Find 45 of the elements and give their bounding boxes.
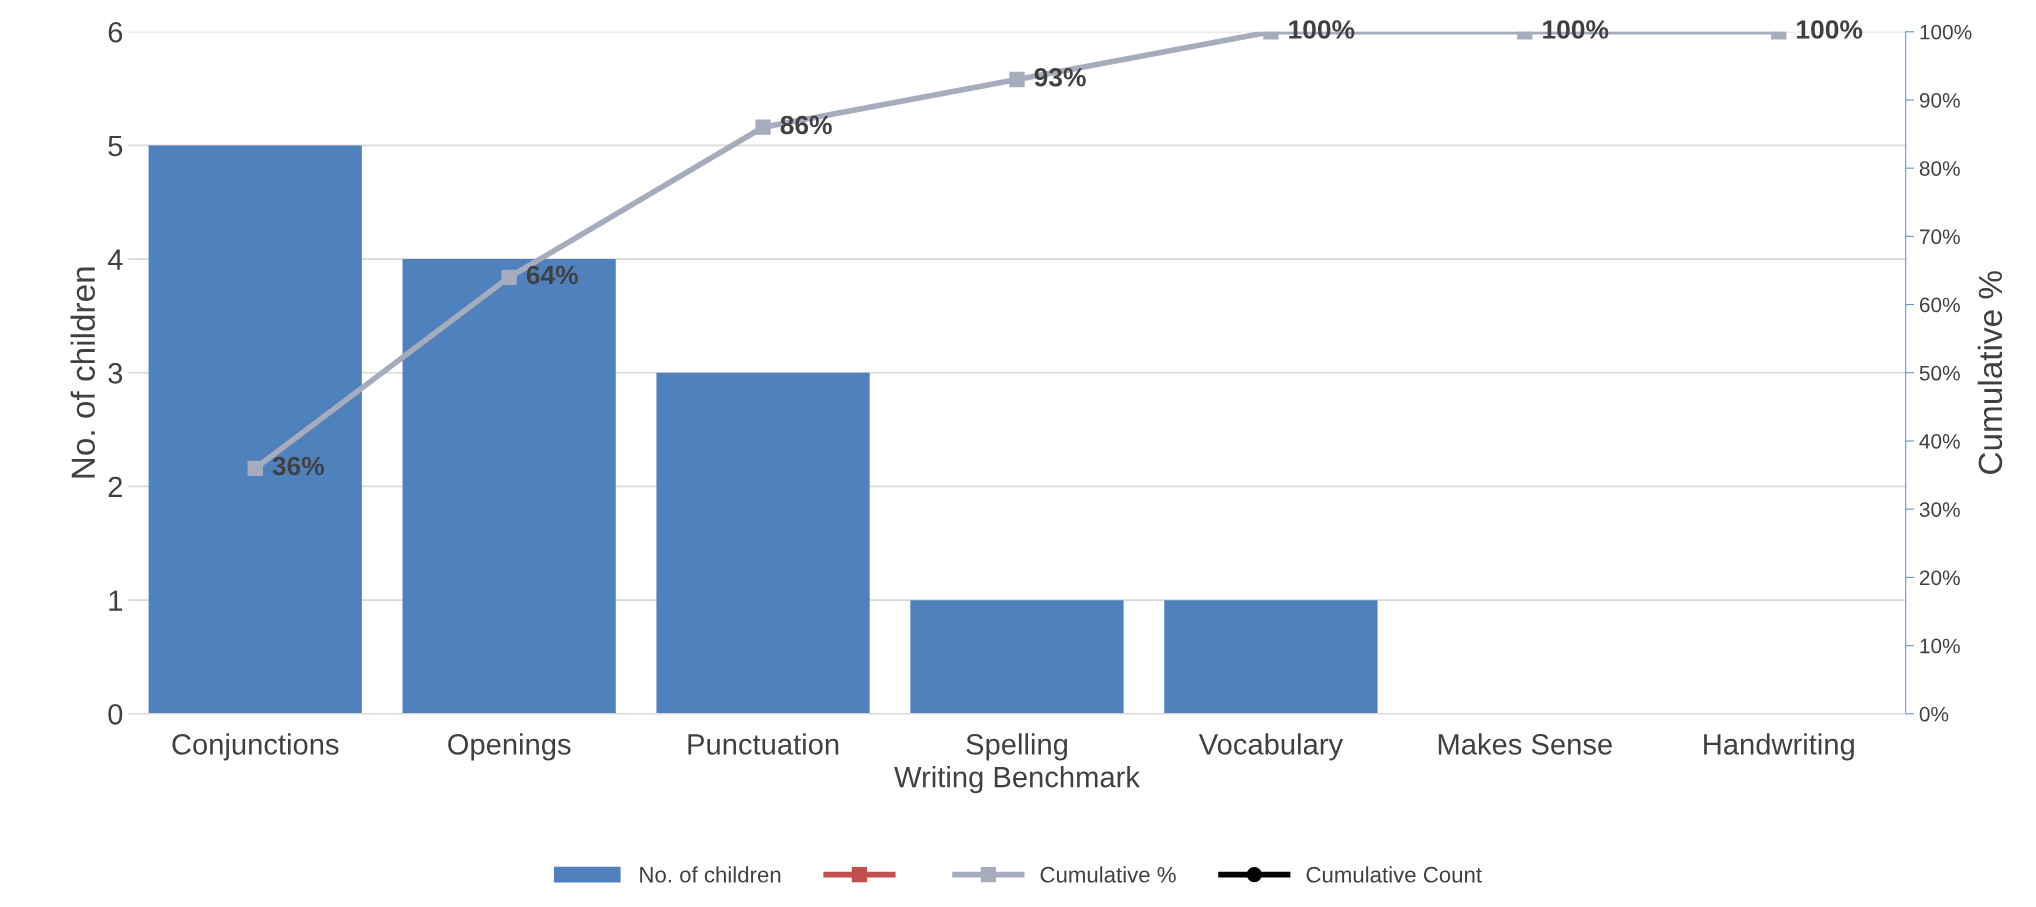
point <box>501 269 517 285</box>
y2-tick-label: 60% <box>1919 297 1960 313</box>
y-tick-label: 1 <box>109 590 122 611</box>
y2-tick-label: 70% <box>1919 229 1960 245</box>
x-axis-title: Writing Benchmark <box>894 766 1140 794</box>
x-tick-label: Makes Sense <box>1438 733 1612 755</box>
data-label: 100% <box>1543 20 1609 39</box>
data-label: 64% <box>526 265 578 285</box>
legend-label: Cumulative % <box>1040 866 1176 883</box>
data-label: 86% <box>780 115 832 135</box>
x-tick-label: Conjunctions <box>172 733 339 761</box>
y-tick-label: 6 <box>108 21 123 43</box>
y-tick-label: 4 <box>107 249 123 270</box>
x-tick-label: Vocabulary <box>1198 733 1344 761</box>
y2-tick-label: 30% <box>1919 502 1960 517</box>
y2-tick-label: 40% <box>1919 433 1960 449</box>
y-tick-label: 0 <box>108 704 123 725</box>
data-label: 93% <box>1034 67 1086 87</box>
y2-tick-label: 20% <box>1919 570 1960 586</box>
y2-axis-title: Cumulative % <box>1977 271 2003 474</box>
data-label: 100% <box>1289 20 1355 39</box>
data-label: 36% <box>272 456 325 476</box>
y2-tick-label: 0% <box>1919 706 1949 722</box>
x-tick-label: Spelling <box>966 733 1067 761</box>
bar <box>148 145 362 714</box>
y-tick-label: 5 <box>108 135 123 157</box>
y-tick-label: 2 <box>108 476 122 498</box>
x-tick-label: Punctuation <box>688 733 839 755</box>
y2-tick-label: 50% <box>1919 365 1960 381</box>
bar <box>656 372 870 714</box>
x-tick-label: Openings <box>448 733 571 761</box>
point <box>247 460 263 476</box>
x-tick-label: Handwriting <box>1704 733 1854 761</box>
bar <box>402 259 616 714</box>
legend-label: No. of children <box>640 866 781 883</box>
bar <box>1164 600 1378 714</box>
y2-tick-label: 100% <box>1920 24 1972 40</box>
y2-tick-label: 10% <box>1920 638 1960 654</box>
y2-tick-label: 90% <box>1919 92 1960 108</box>
data-label: 100% <box>1797 20 1863 39</box>
legend-label: Cumulative Count <box>1306 866 1482 883</box>
y-axis-title: No. of children <box>70 267 96 478</box>
bar <box>910 600 1124 714</box>
y-tick-label: 3 <box>108 362 123 384</box>
y2-tick-label: 80% <box>1919 161 1960 176</box>
